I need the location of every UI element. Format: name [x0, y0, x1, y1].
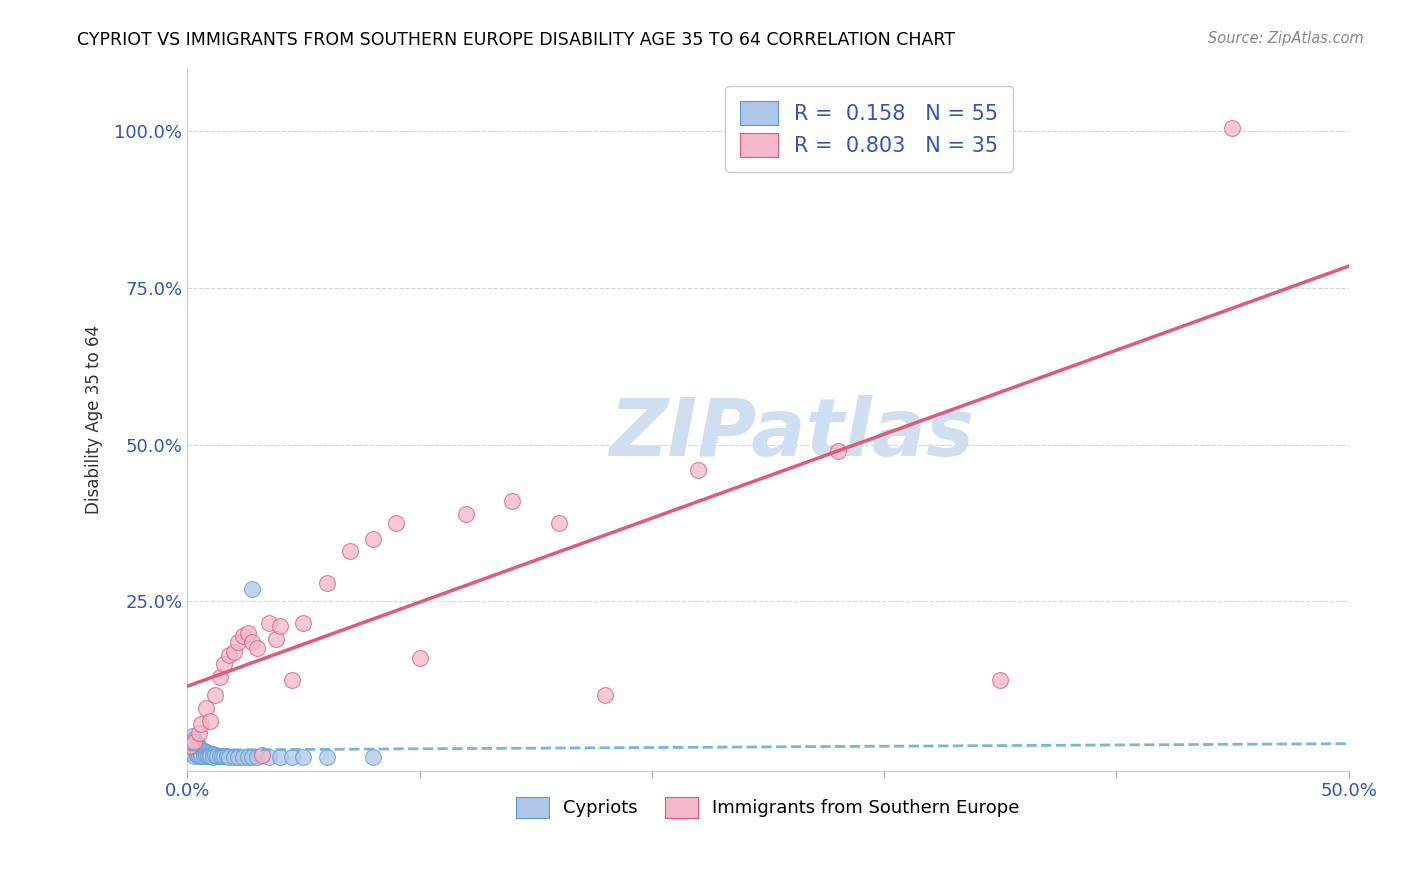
Point	[207, 748, 229, 763]
Point	[187, 726, 209, 740]
Text: CYPRIOT VS IMMIGRANTS FROM SOUTHERN EUROPE DISABILITY AGE 35 TO 64 CORRELATION C: CYPRIOT VS IMMIGRANTS FROM SOUTHERN EURO…	[77, 31, 955, 49]
Point	[236, 625, 259, 640]
Point	[187, 739, 209, 754]
Point	[180, 729, 202, 743]
Point	[190, 748, 212, 763]
Text: Source: ZipAtlas.com: Source: ZipAtlas.com	[1208, 31, 1364, 46]
Point	[190, 746, 212, 760]
Point	[240, 635, 263, 649]
Point	[187, 749, 209, 764]
Point	[222, 644, 245, 658]
Point	[339, 544, 361, 558]
Point	[1222, 121, 1244, 136]
Point	[193, 744, 215, 758]
Point	[187, 747, 209, 761]
Point	[186, 737, 208, 751]
Point	[218, 750, 240, 764]
Point	[200, 747, 222, 761]
Point	[988, 673, 1011, 687]
Point	[240, 582, 263, 596]
Point	[315, 750, 337, 764]
Point	[180, 735, 202, 749]
Point	[218, 648, 240, 662]
Point	[183, 735, 205, 749]
Point	[190, 716, 212, 731]
Point	[183, 739, 205, 753]
Point	[215, 749, 238, 764]
Point	[186, 747, 208, 762]
Point	[193, 747, 215, 761]
Point	[547, 516, 569, 530]
Point	[186, 741, 208, 756]
Point	[385, 516, 408, 530]
Point	[187, 744, 209, 758]
Legend: Cypriots, Immigrants from Southern Europe: Cypriots, Immigrants from Southern Europ…	[509, 789, 1026, 825]
Point	[246, 641, 269, 656]
Y-axis label: Disability Age 35 to 64: Disability Age 35 to 64	[86, 325, 103, 514]
Point	[179, 739, 201, 753]
Point	[201, 750, 224, 764]
Point	[257, 616, 280, 631]
Point	[688, 463, 710, 477]
Point	[211, 749, 233, 764]
Point	[269, 750, 291, 764]
Point	[214, 749, 236, 764]
Point	[204, 747, 226, 762]
Point	[269, 619, 291, 633]
Point	[180, 744, 202, 758]
Point	[228, 750, 250, 764]
Point	[281, 673, 304, 687]
Point	[197, 746, 219, 760]
Point	[228, 635, 250, 649]
Point	[183, 746, 205, 760]
Point	[190, 741, 212, 756]
Point	[292, 616, 315, 631]
Point	[595, 689, 617, 703]
Point	[315, 575, 337, 590]
Point	[204, 689, 226, 703]
Point	[827, 444, 849, 458]
Point	[232, 629, 254, 643]
Point	[361, 532, 384, 546]
Point	[179, 741, 201, 756]
Point	[501, 494, 523, 508]
Point	[240, 750, 263, 764]
Point	[194, 701, 217, 715]
Point	[183, 742, 205, 756]
Point	[292, 750, 315, 764]
Point	[180, 746, 202, 760]
Point	[208, 748, 231, 763]
Point	[179, 745, 201, 759]
Point	[264, 632, 287, 646]
Point	[222, 750, 245, 764]
Point	[179, 739, 201, 753]
Point	[250, 747, 273, 762]
Text: ZIPatlas: ZIPatlas	[609, 394, 973, 473]
Point	[193, 749, 215, 764]
Point	[186, 745, 208, 759]
Point	[232, 750, 254, 764]
Point	[454, 507, 477, 521]
Point	[281, 750, 304, 764]
Point	[194, 747, 217, 762]
Point	[194, 745, 217, 759]
Point	[180, 739, 202, 754]
Point	[214, 657, 236, 672]
Point	[200, 749, 222, 764]
Point	[201, 747, 224, 762]
Point	[361, 750, 384, 764]
Point	[257, 750, 280, 764]
Point	[408, 650, 430, 665]
Point	[208, 670, 231, 684]
Point	[200, 714, 222, 728]
Point	[197, 749, 219, 764]
Point	[183, 748, 205, 763]
Point	[236, 750, 259, 764]
Point	[246, 750, 269, 764]
Point	[183, 732, 205, 747]
